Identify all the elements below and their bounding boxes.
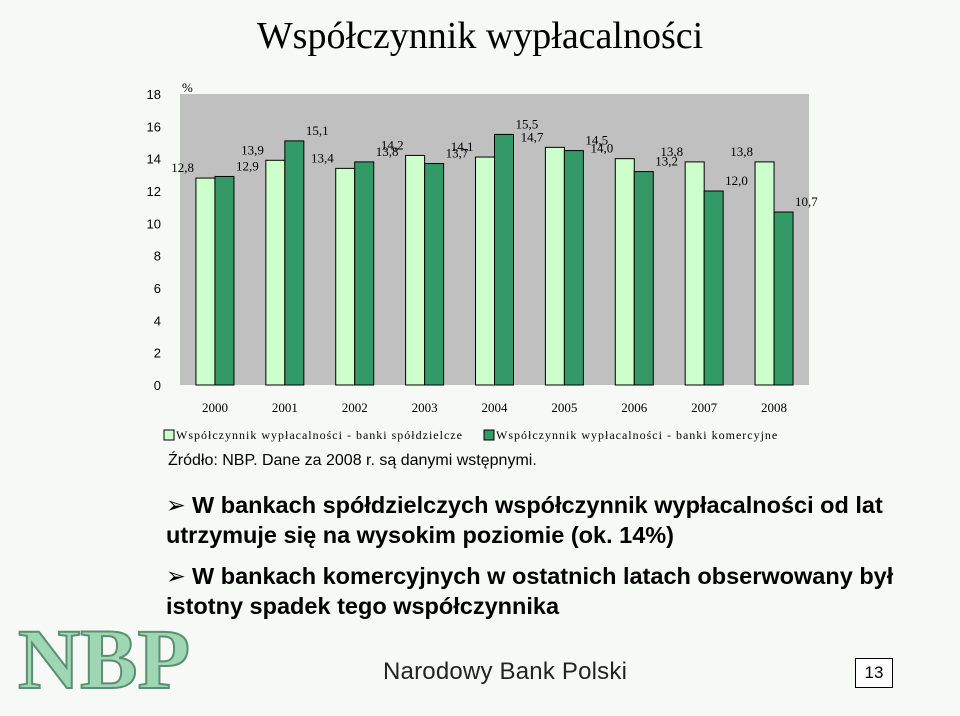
bullet-point-1: ➢ W bankach spółdzielczych współczynnik w…: [166, 490, 946, 550]
x-tick-label: 2001: [272, 400, 298, 415]
bar-chart: 12,8 12,913,915,113,4 13,814,213,714,115,5…: [147, 80, 819, 442]
data-label: 12,0: [725, 173, 748, 188]
x-tick-label: 2006: [621, 400, 648, 415]
bar-spoldzielcze: [544, 146, 565, 386]
legend-label-spoldzielcze: Współczynnik wypłacalności - banki spółd…: [176, 428, 463, 442]
y-tick-label: 2: [154, 346, 161, 361]
data-label: 14,2: [381, 137, 404, 152]
y-tick-label: 12: [147, 184, 161, 199]
y-tick-label: 14: [147, 152, 161, 167]
y-axis-label: %: [182, 80, 193, 95]
data-label: 13,7: [446, 146, 469, 161]
bar-komercyjne: [354, 161, 375, 386]
y-tick-label: 10: [147, 216, 161, 231]
bar-spoldzielcze: [475, 156, 495, 386]
page-number: 13: [855, 658, 893, 688]
x-tick-label: 2008: [761, 400, 787, 415]
y-tick-label: 6: [154, 281, 161, 296]
footer-bank-name: Narodowy Bank Polski: [383, 658, 628, 685]
x-tick-label: 2005: [551, 400, 577, 415]
data-label: 13,8: [660, 144, 683, 159]
data-label: 10,7: [795, 194, 818, 209]
y-tick-label: 0: [154, 378, 161, 393]
data-label: 14,5: [585, 133, 608, 148]
bar-spoldzielcze: [684, 161, 705, 386]
bar-komercyjne: [563, 150, 584, 386]
bar-komercyjne: [703, 190, 724, 386]
bar-komercyjne: [214, 175, 235, 386]
data-label: 15,1: [306, 123, 329, 138]
data-label: 13,8: [376, 144, 399, 159]
data-label: 13,8: [730, 144, 753, 159]
data-label: 13,9: [241, 142, 264, 157]
bullet-text-2: W bankach komercyjnych w ostatnich latac…: [166, 563, 894, 619]
legend-label-komercyjne: Współczynnik wypłacalności - banki komer…: [496, 428, 778, 442]
bar-komercyjne: [424, 163, 445, 386]
bar-spoldzielcze: [405, 154, 426, 386]
data-label: 13,2: [655, 154, 678, 169]
x-tick-label: 2007: [691, 400, 718, 415]
bar-spoldzielcze: [265, 159, 286, 386]
bullet-point-2: ➢ W bankach komercyjnych w ostatnich lata…: [166, 561, 946, 621]
data-label: 12,8: [171, 160, 194, 175]
data-label: 13,4: [311, 150, 334, 165]
x-tick-label: 2002: [342, 400, 368, 415]
y-tick-label: 16: [147, 119, 161, 134]
data-label: 14,1: [451, 139, 474, 154]
arrow-bullet-icon: ➢: [166, 563, 186, 589]
bar-spoldzielcze: [754, 161, 775, 386]
nbp-logo: NBP: [17, 618, 191, 698]
data-label: 14,7: [521, 129, 544, 144]
legend-swatch-spoldzielcze: [163, 429, 175, 441]
legend-swatch-komercyjne: [483, 429, 495, 441]
y-tick-label: 8: [154, 249, 161, 264]
y-tick-label: 18: [147, 87, 161, 102]
bar-komercyjne: [284, 140, 305, 386]
page-title: Współczynnik wypłacalności: [256, 15, 704, 57]
x-tick-label: 2000: [202, 400, 228, 415]
legend: Współczynnik wypłacalności - banki spółd…: [163, 428, 778, 442]
data-label: 14,0: [591, 141, 614, 156]
x-tick-label: 2003: [412, 400, 438, 415]
bar-komercyjne: [773, 211, 794, 386]
bar-spoldzielcze: [335, 167, 356, 386]
bar-spoldzielcze: [195, 177, 216, 386]
data-label: 15,5: [516, 116, 539, 131]
bullet-text-1: W bankach spółdzielczych współczynnik wy…: [166, 492, 883, 548]
data-label: 12,9: [236, 158, 259, 173]
svg-text:NBP: NBP: [18, 618, 190, 698]
arrow-bullet-icon: ➢: [166, 492, 186, 518]
y-tick-label: 4: [154, 313, 161, 328]
bar-komercyjne: [494, 133, 514, 386]
x-tick-label: 2004: [482, 400, 509, 415]
bar-spoldzielcze: [614, 158, 635, 386]
bar-komercyjne: [633, 171, 654, 386]
source-note: Źródło: NBP. Dane za 2008 r. są danymi w…: [168, 452, 537, 469]
